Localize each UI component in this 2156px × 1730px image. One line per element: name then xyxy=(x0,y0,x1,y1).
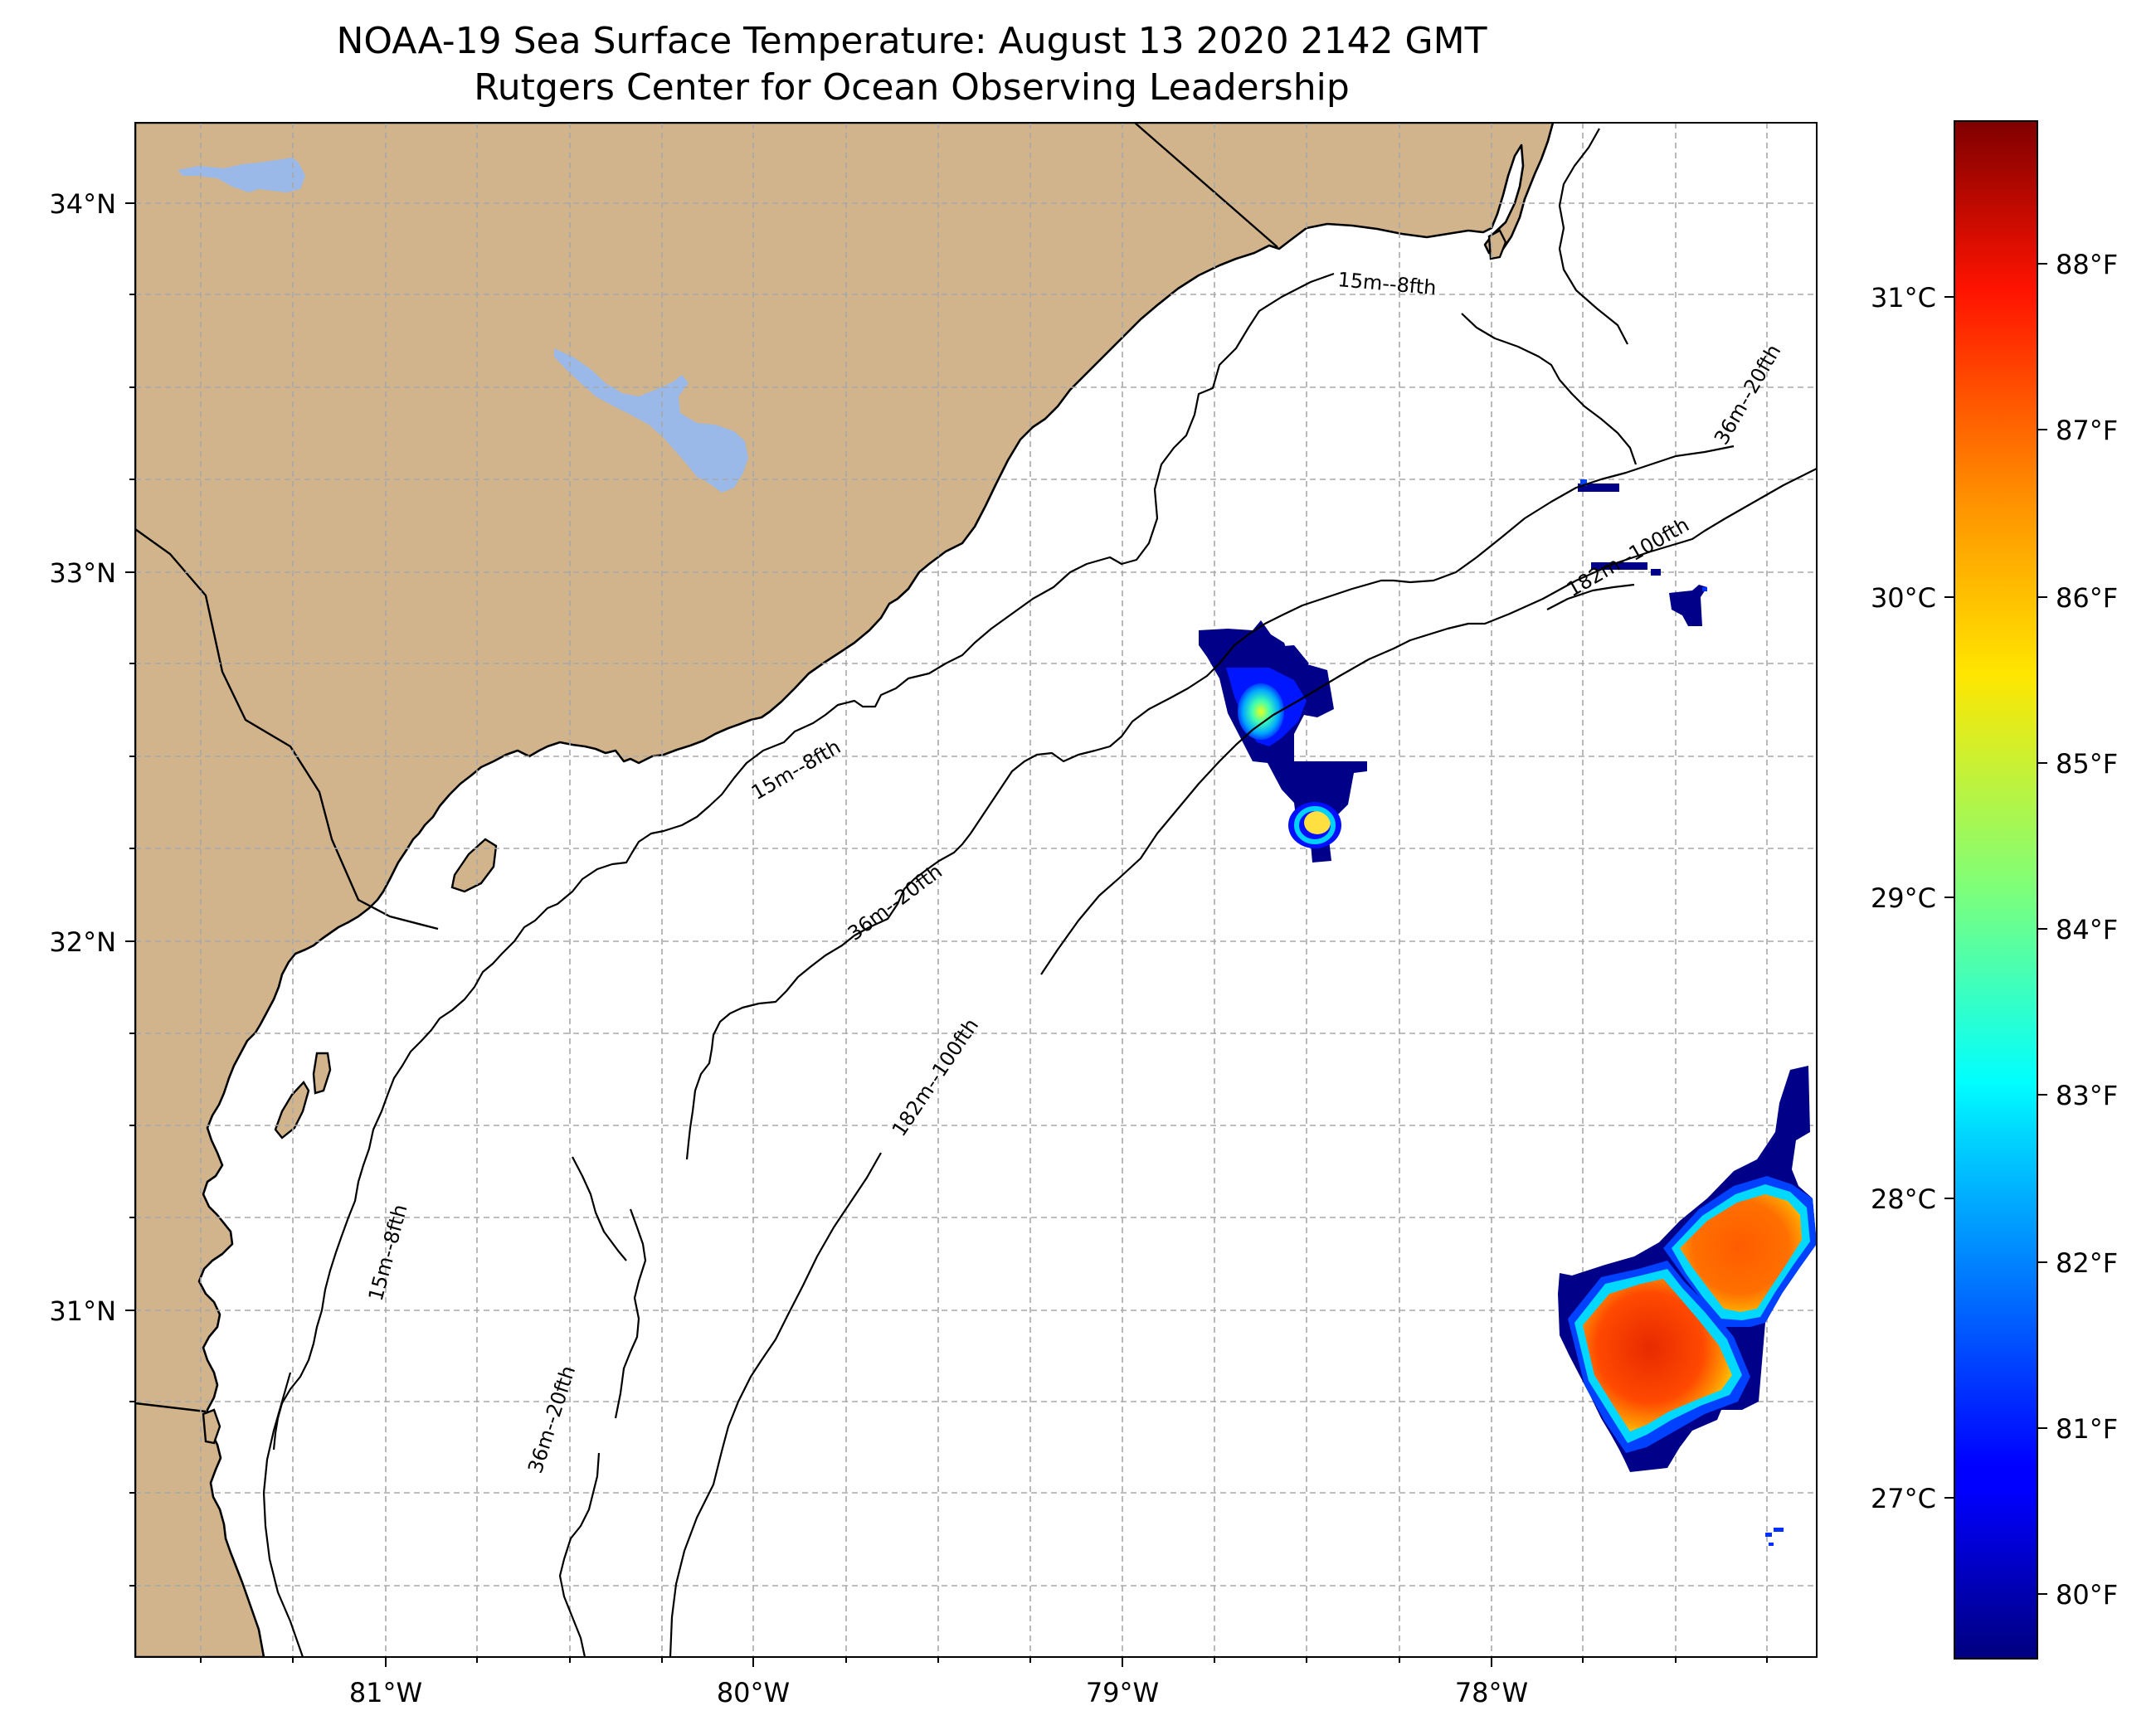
isobath-36m-d xyxy=(558,1452,601,1657)
lat-tick-label: 34°N xyxy=(49,188,116,220)
isobath-182m-c xyxy=(1546,583,1635,610)
isobath-36m-b xyxy=(614,1208,647,1419)
y-axis-labels: 34°N 33°N 32°N 31°N xyxy=(49,188,116,1327)
isobath-36m xyxy=(685,445,1735,1160)
fahrenheit-tick-label: 85°F xyxy=(2056,748,2118,780)
state-border xyxy=(135,1402,207,1413)
sst-patch-south xyxy=(1558,1066,1817,1546)
lake-marion xyxy=(178,158,305,192)
colorbar-ticks xyxy=(1944,263,2047,1595)
isobath-182m xyxy=(1040,468,1817,975)
barrier-island xyxy=(202,1408,221,1445)
celsius-tick-label: 30°C xyxy=(1871,582,1936,614)
land-area xyxy=(135,123,1555,1657)
state-border xyxy=(135,528,439,931)
lat-tick-label: 33°N xyxy=(49,557,116,589)
isobath-36m-c xyxy=(572,1156,627,1261)
barrier-island xyxy=(450,838,498,893)
fahrenheit-tick-label: 82°F xyxy=(2056,1247,2118,1279)
barrier-island xyxy=(1487,229,1507,260)
lon-tick-label: 78°W xyxy=(1455,1677,1528,1708)
fahrenheit-tick-label: 88°F xyxy=(2056,249,2118,280)
chart-subtitle: Rutgers Center for Ocean Observing Leade… xyxy=(474,66,1350,109)
x-axis-labels: 81°W 80°W 79°W 78°W xyxy=(349,1677,1528,1708)
fahrenheit-tick-label: 80°F xyxy=(2056,1579,2118,1611)
fahrenheit-tick-label: 83°F xyxy=(2056,1080,2118,1111)
celsius-tick-label: 28°C xyxy=(1871,1183,1936,1215)
sst-patch-north xyxy=(1578,479,1707,626)
chart-title: NOAA-19 Sea Surface Temperature: August … xyxy=(336,20,1487,62)
map-panel: 15m--8fth 15m--8fth 15m--8fth 36m--20fth… xyxy=(135,123,1817,1657)
colorbar-gradient xyxy=(1954,120,2038,1660)
isobaths xyxy=(262,128,1817,1657)
state-border xyxy=(1134,123,1278,248)
fahrenheit-tick-label: 81°F xyxy=(2056,1413,2118,1445)
celsius-tick-label: 29°C xyxy=(1871,882,1936,914)
lon-tick-label: 80°W xyxy=(717,1677,790,1708)
fahrenheit-tick-label: 87°F xyxy=(2056,415,2118,446)
isobath-182m-b xyxy=(669,1152,882,1657)
fahrenheit-tick-label: 86°F xyxy=(2056,582,2118,614)
celsius-tick-label: 31°C xyxy=(1871,282,1936,313)
isobath-15m-b xyxy=(1461,313,1638,465)
isobath-36m-e xyxy=(262,1372,304,1657)
lat-tick-label: 31°N xyxy=(49,1295,116,1327)
celsius-tick-label: 27°C xyxy=(1871,1483,1936,1514)
lat-tick-label: 32°N xyxy=(49,926,116,958)
isobath-15m xyxy=(272,272,1335,1451)
colorbar-fahrenheit-labels: 88°F 87°F 86°F 85°F 84°F 83°F 82°F 81°F … xyxy=(2056,249,2118,1611)
fahrenheit-tick-label: 84°F xyxy=(2056,914,2118,945)
barrier-island xyxy=(312,1052,332,1095)
gridlines xyxy=(135,123,1817,1657)
map-frame xyxy=(134,122,1818,1658)
isobath-15m-c xyxy=(1558,128,1628,345)
barrier-island xyxy=(274,1081,310,1140)
colorbar-celsius-labels: 31°C 30°C 29°C 28°C 27°C xyxy=(1871,282,1936,1514)
sst-patch-central xyxy=(1199,620,1367,863)
lake-moultrie xyxy=(554,348,748,493)
lon-tick-label: 79°W xyxy=(1086,1677,1159,1708)
colorbar: 31°C 30°C 29°C 28°C 27°C 88°F 87°F 86°F … xyxy=(1871,120,2118,1660)
lon-tick-label: 81°W xyxy=(349,1677,422,1708)
axis-ticks xyxy=(125,202,1768,1667)
